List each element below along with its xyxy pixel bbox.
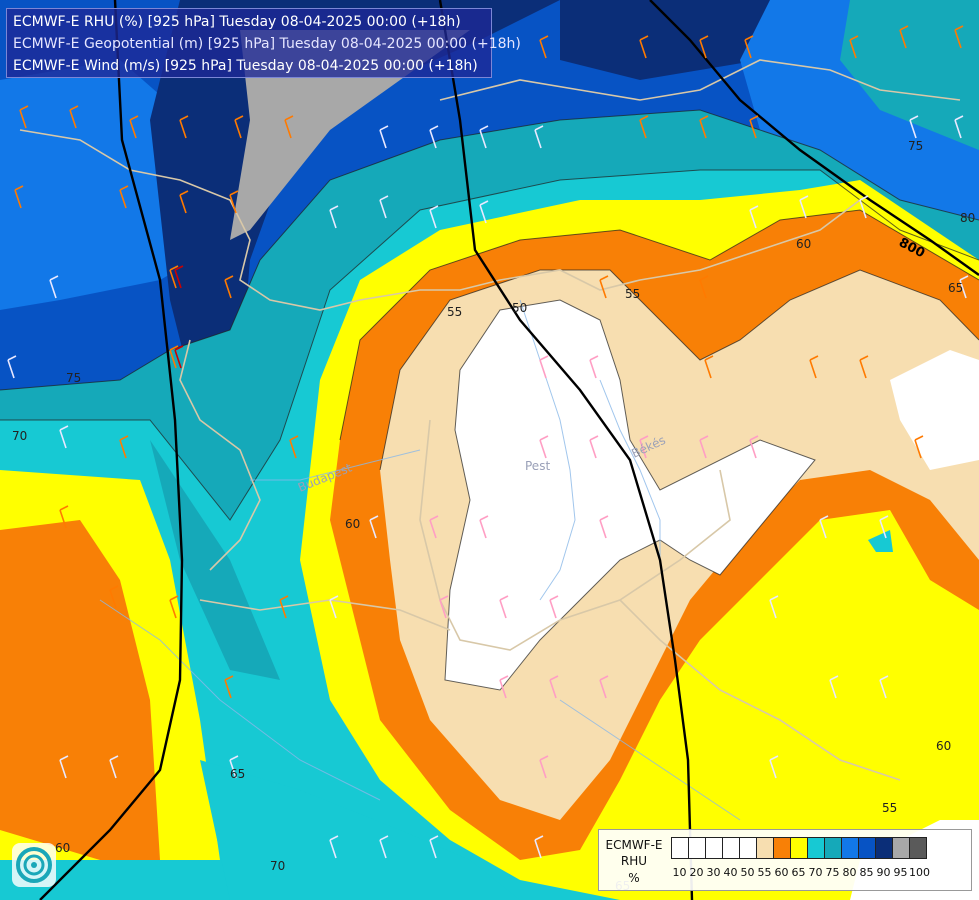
rhu-band-75-ne xyxy=(840,0,979,150)
legend-tick: 85 xyxy=(859,866,874,879)
place-label: Pest xyxy=(525,459,550,473)
contour-label: 70 xyxy=(270,859,285,873)
legend-swatch xyxy=(875,837,893,859)
legend-swatch xyxy=(841,837,859,859)
legend-unit: % xyxy=(628,871,640,885)
legend-tick: 55 xyxy=(757,866,772,879)
rhu-band-95 xyxy=(230,30,470,240)
legend-tick: 70 xyxy=(808,866,823,879)
legend-swatch xyxy=(756,837,774,859)
ecmwf-logo-icon xyxy=(12,843,56,887)
legend-swatch xyxy=(909,837,927,859)
contour-label: 65 xyxy=(230,767,245,781)
legend-swatches xyxy=(671,837,927,859)
rhu-band-100 xyxy=(445,300,815,690)
contour-label: 65 xyxy=(948,281,963,295)
contour-label: 70 xyxy=(12,429,27,443)
legend-tick: 40 xyxy=(723,866,738,879)
contour-label: 60 xyxy=(936,739,951,753)
legend-tick: 65 xyxy=(791,866,806,879)
contour-label: 75 xyxy=(66,371,81,385)
contour-label: 55 xyxy=(882,801,897,815)
legend-swatch xyxy=(858,837,876,859)
rhu-band-90-ne xyxy=(560,0,780,80)
legend-swatch xyxy=(790,837,808,859)
legend-swatch xyxy=(671,837,689,859)
legend-tick: 90 xyxy=(876,866,891,879)
rhu-band-70-south xyxy=(200,760,520,900)
legend-swatch xyxy=(722,837,740,859)
contour-label: 75 xyxy=(908,139,923,153)
legend-title: ECMWF-E xyxy=(605,838,663,852)
legend-tick: 20 xyxy=(689,866,704,879)
legend-swatch xyxy=(892,837,910,859)
rhu-contours xyxy=(0,109,979,691)
legend-swatch xyxy=(773,837,791,859)
header-geopotential-line: ECMWF-E Geopotential (m) [925 hPa] Tuesd… xyxy=(13,36,521,52)
contour-label: 60 xyxy=(55,841,70,855)
legend-swatch xyxy=(807,837,825,859)
legend-tick: 80 xyxy=(842,866,857,879)
geopotential-lines xyxy=(39,0,979,900)
legend-swatch xyxy=(739,837,757,859)
legend-tick: 100 xyxy=(909,866,930,879)
legend-ticks: 10 20 30 40 50 55 60 65 70 75 80 85 90 95 100 xyxy=(671,866,931,882)
rhu-band-100-east xyxy=(890,350,979,470)
country-borders xyxy=(19,59,961,781)
header-rhu-line: ECMWF-E RHU (%) [925 hPa] Tuesday 08-04-… xyxy=(13,14,461,30)
legend-tick: 95 xyxy=(893,866,908,879)
contour-label: 60 xyxy=(796,237,811,251)
contour-label: 50 xyxy=(512,301,527,315)
wind-barbs xyxy=(7,25,969,859)
legend-tick: 60 xyxy=(774,866,789,879)
legend-tick: 10 xyxy=(672,866,687,879)
rhu-legend: ECMWF-E RHU % 10 20 30 40 50 55 60 65 70 75 80 85 90… xyxy=(598,829,972,891)
legend-swatch xyxy=(688,837,706,859)
legend-tick: 50 xyxy=(740,866,755,879)
legend-swatch xyxy=(824,837,842,859)
contour-label: 80 xyxy=(960,211,975,225)
map-header: ECMWF-E RHU (%) [925 hPa] Tuesday 08-04-… xyxy=(6,8,521,78)
contour-label: 60 xyxy=(345,517,360,531)
legend-variable: RHU xyxy=(620,854,648,868)
rhu-blob xyxy=(868,530,893,552)
header-wind-line: ECMWF-E Wind (m/s) [925 hPa] Tuesday 08-… xyxy=(13,58,478,74)
rhu-band-60-west xyxy=(0,520,160,860)
legend-tick: 75 xyxy=(825,866,840,879)
contour-label: 55 xyxy=(625,287,640,301)
rhu-band-75-strip xyxy=(150,440,280,680)
legend-tick: 30 xyxy=(706,866,721,879)
legend-swatch xyxy=(705,837,723,859)
contour-label: 55 xyxy=(447,305,462,319)
